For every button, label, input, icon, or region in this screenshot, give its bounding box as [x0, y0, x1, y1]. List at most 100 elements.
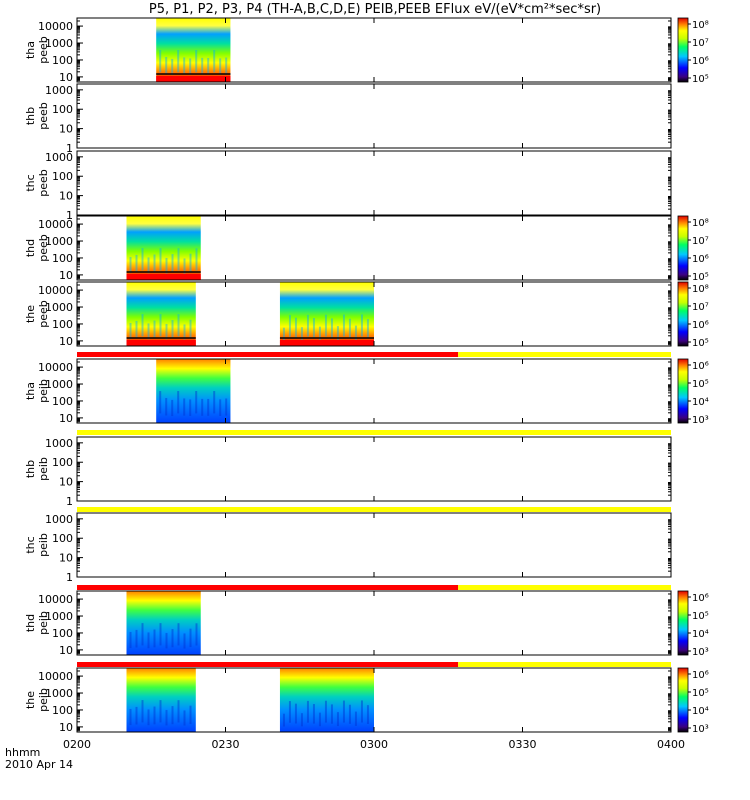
y-tick-label: 1	[66, 495, 73, 508]
y-axis-label: tha	[24, 41, 37, 59]
colorbar-label: 10⁷	[692, 302, 709, 313]
spectrogram-texture	[159, 700, 162, 723]
spectrogram-texture	[306, 700, 309, 723]
colorbar-label: 10⁶	[692, 361, 709, 372]
y-tick-label: 100	[52, 704, 73, 717]
y-tick-label: 1	[66, 142, 73, 155]
spectrogram-texture	[282, 327, 285, 341]
panel-frame	[76, 150, 672, 216]
colorbar-label: 10⁸	[692, 20, 709, 31]
y-axis-label: thb	[24, 460, 37, 478]
x-tick-label: 0230	[212, 738, 240, 751]
floor-band	[156, 76, 231, 82]
colorbar-label: 10⁶	[692, 56, 709, 67]
x-axis-label: hhmm	[5, 746, 40, 759]
y-tick-label: 1000	[45, 151, 73, 164]
y-axis-label: peeb	[37, 300, 50, 328]
spectrogram-texture	[177, 391, 180, 414]
colorbar-scale	[677, 358, 689, 424]
y-tick-label: 10	[59, 71, 73, 84]
spectrogram-block	[126, 216, 201, 280]
spectrogram-texture	[165, 397, 168, 416]
y-tick-label: 1000	[45, 513, 73, 526]
spectrogram-texture	[354, 325, 357, 340]
colorbar-scale	[677, 667, 689, 733]
spectrogram-texture	[147, 323, 150, 340]
spectrogram-texture	[153, 629, 156, 648]
spectrogram-texture	[342, 700, 345, 723]
spectrogram-texture	[294, 703, 297, 724]
spectrogram-texture	[213, 391, 216, 414]
y-axis-label: peib	[37, 611, 50, 635]
spectrogram-texture	[141, 700, 144, 723]
panel-thc-peeb: 1 10 100 1000 thc peeb	[24, 150, 672, 222]
spectrogram-texture	[147, 709, 150, 726]
spectrogram-texture	[153, 254, 156, 273]
panel-frame	[76, 436, 672, 502]
colorbar-label: 10⁷	[692, 38, 709, 49]
spectrogram-texture	[135, 254, 138, 273]
spectrogram-texture	[171, 254, 174, 273]
colorbar-label: 10⁴	[692, 706, 709, 717]
y-tick-label: 100	[52, 456, 73, 469]
y-axis-label: peib	[37, 457, 50, 481]
spectrogram-texture	[366, 705, 369, 724]
spectrogram-block	[156, 359, 231, 423]
y-axis-label: thc	[24, 174, 37, 191]
y-tick-label: 10000	[38, 284, 73, 297]
spectrogram-texture	[177, 50, 180, 73]
colorbar: 10³ 10⁴ 10⁵ 10⁶	[677, 590, 709, 658]
y-axis-label: peib	[37, 688, 50, 712]
spectrogram-texture	[189, 253, 192, 273]
spectrogram-texture	[153, 706, 156, 725]
y-tick-label: 100	[52, 103, 73, 116]
y-tick-label: 1	[66, 571, 73, 584]
panel-thb-peeb: 1 10 100 1000 thb peeb	[24, 83, 672, 155]
spectrogram-texture	[366, 319, 369, 338]
colorbar: 10⁵ 10⁶ 10⁷ 10⁸	[677, 215, 709, 283]
spectrogram-texture	[165, 709, 168, 726]
spectrogram-texture	[159, 248, 162, 271]
y-tick-label: 1000	[45, 610, 73, 623]
spectrogram-texture	[330, 704, 333, 724]
spectrogram-texture	[129, 256, 132, 274]
colorbar-label: 10⁶	[692, 254, 709, 265]
spectrogram-texture	[219, 399, 222, 416]
spectrogram-texture	[189, 319, 192, 339]
y-axis-label: the	[24, 691, 37, 709]
colorbar-label: 10⁶	[692, 593, 709, 604]
spectrogram-texture	[177, 248, 180, 271]
spectrogram-texture	[360, 700, 363, 723]
spectrogram-texture	[141, 314, 144, 337]
y-tick-label: 1000	[45, 235, 73, 248]
colorbar: 10⁵ 10⁶ 10⁷ 10⁸	[677, 281, 709, 349]
spectrogram-texture	[183, 324, 186, 340]
spectrogram-texture	[159, 50, 162, 73]
y-axis-label: peeb	[37, 102, 50, 130]
spectrogram-texture	[294, 317, 297, 338]
spectrogram-texture	[165, 56, 168, 75]
colorbar-scale	[677, 590, 689, 656]
floor-band	[126, 340, 196, 346]
y-tick-label: 10000	[38, 20, 73, 33]
y-axis-label: tha	[24, 382, 37, 400]
spectrogram-texture	[159, 314, 162, 337]
y-tick-label: 10000	[38, 218, 73, 231]
spectrogram-texture	[288, 315, 291, 337]
y-axis-label: thb	[24, 107, 37, 125]
y-tick-label: 100	[52, 54, 73, 67]
spectrogram-texture	[195, 623, 198, 646]
colorbar-label: 10⁴	[692, 629, 709, 640]
spectrogram-texture	[201, 398, 204, 416]
y-tick-label: 100	[52, 532, 73, 545]
spectrogram-texture	[159, 391, 162, 414]
chart-title: P5, P1, P2, P3, P4 (TH-A,B,C,D,E) PEIB,P…	[149, 2, 601, 17]
y-tick-label: 10	[59, 412, 73, 425]
spectrogram-texture	[324, 314, 327, 337]
y-tick-label: 1	[66, 209, 73, 222]
spectrogram-texture	[129, 631, 132, 649]
spectrogram-texture	[207, 57, 210, 75]
